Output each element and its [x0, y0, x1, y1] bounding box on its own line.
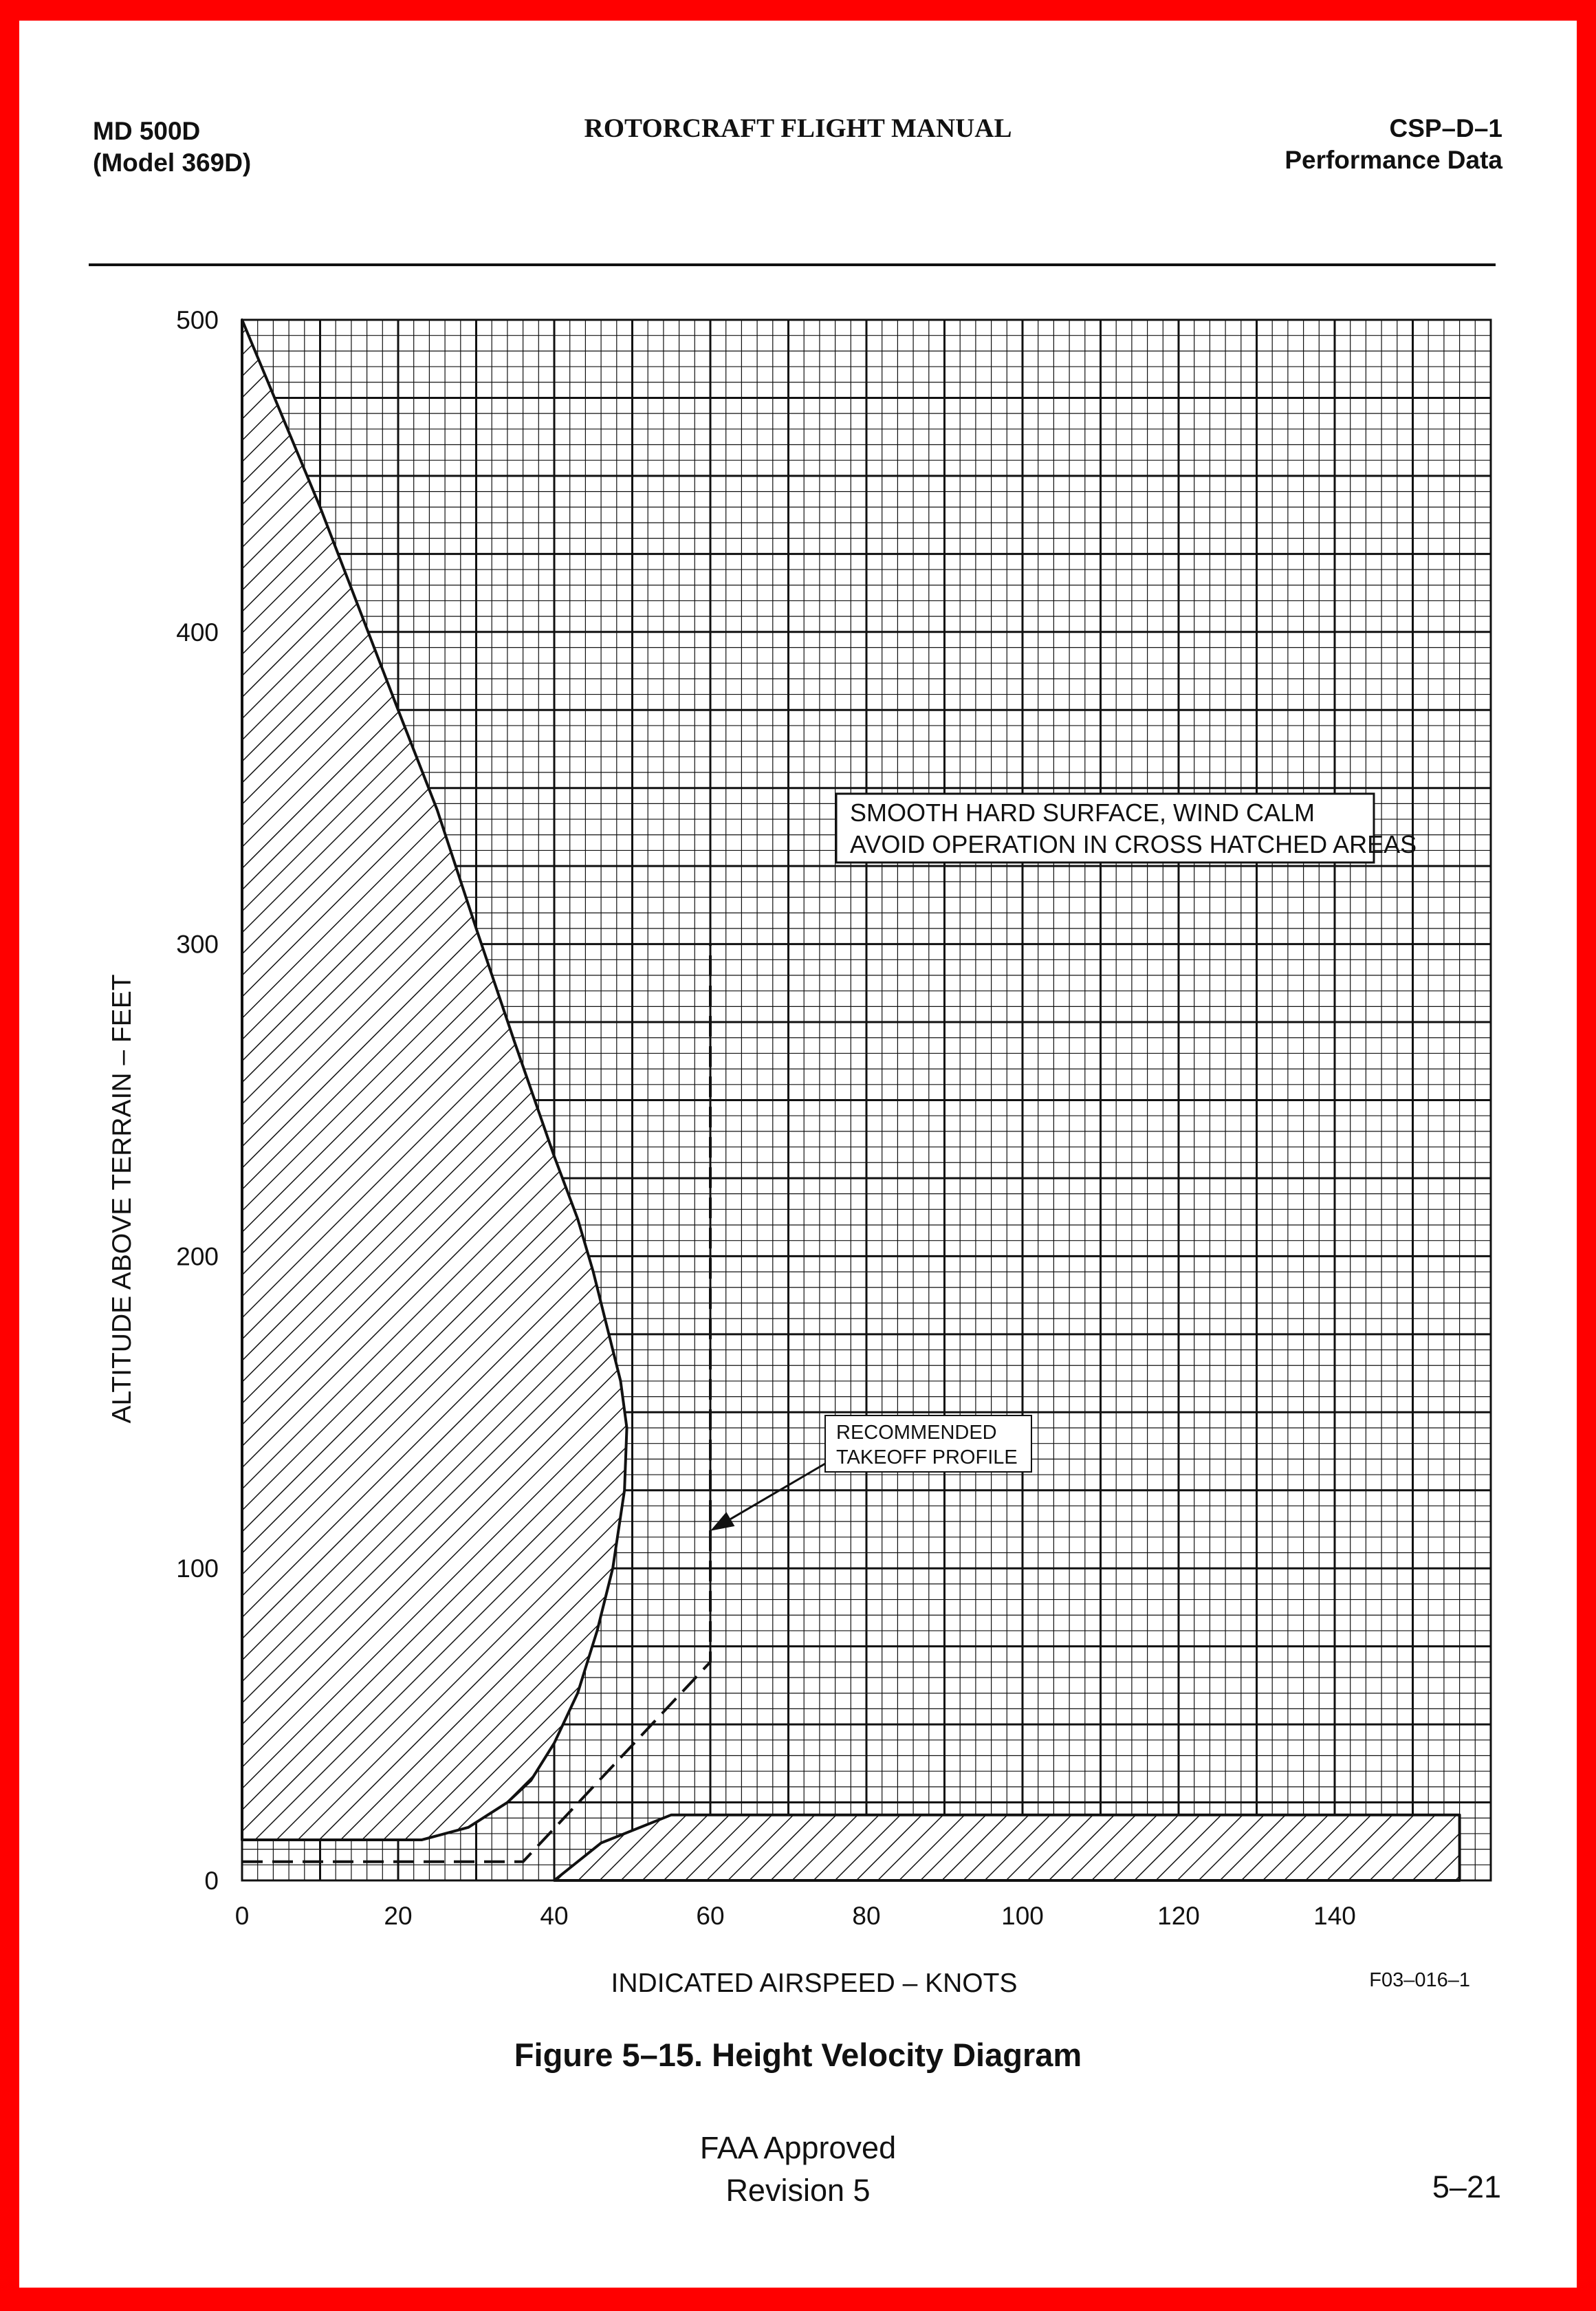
avoid-region-lower [553, 1813, 1461, 1882]
x-tick-label: 60 [696, 1902, 724, 1930]
x-tick-label: 80 [852, 1902, 880, 1930]
header-model-number: (Model 369D) [93, 149, 252, 177]
header-section-code: CSP–D–1 [1389, 114, 1502, 142]
takeoff-profile-arrowhead [710, 1512, 735, 1531]
x-axis-label: INDICATED AIRSPEED – KNOTS [611, 1968, 1018, 1998]
x-tick-label: 140 [1313, 1902, 1356, 1930]
y-tick-label: 400 [176, 618, 219, 647]
takeoff-profile-line [242, 944, 712, 1863]
conditions-note-box [835, 792, 1375, 864]
footer-faa-approved: FAA Approved [699, 2130, 897, 2165]
plot-frame [241, 318, 1492, 1882]
header-manual-title: ROTORCRAFT FLIGHT MANUAL [584, 113, 1012, 143]
takeoff-profile-callout-box [824, 1415, 1032, 1473]
y-tick-label: 500 [176, 306, 219, 334]
x-tick-label: 0 [235, 1902, 250, 1930]
x-tick-label: 20 [384, 1902, 412, 1930]
y-tick-label: 0 [204, 1867, 219, 1895]
conditions-note-line1: SMOOTH HARD SURFACE, WIND CALM [850, 799, 1315, 827]
manual-page: MD 500D (Model 369D) ROTORCRAFT FLIGHT M… [19, 21, 1577, 2288]
y-axis-label: ALTITUDE ABOVE TERRAIN – FEET [107, 974, 137, 1423]
avoid-regions [241, 318, 1461, 1882]
takeoff-profile-callout-line2: TAKEOFF PROFILE [836, 1446, 1018, 1468]
takeoff-profile [242, 944, 712, 1863]
conditions-note-line2: AVOID OPERATION IN CROSS HATCHED AREAS [850, 830, 1417, 858]
figure-caption: Figure 5–15. Height Velocity Diagram [514, 2037, 1082, 2073]
takeoff-profile-callout-line1: RECOMMENDED [836, 1422, 997, 1444]
header-model: MD 500D (Model 369D) [93, 116, 251, 179]
takeoff-profile-callout: RECOMMENDED TAKEOFF PROFILE [710, 1415, 1032, 1531]
figure-code: F03–016–1 [1369, 1969, 1470, 1991]
y-tick-label: 300 [176, 931, 219, 959]
x-tick-label: 120 [1157, 1902, 1200, 1930]
avoid-region-upper [241, 318, 628, 1842]
x-tick-label: 40 [540, 1902, 568, 1930]
conditions-note: SMOOTH HARD SURFACE, WIND CALM AVOID OPE… [835, 792, 1417, 864]
header-model-name: MD 500D [93, 117, 201, 145]
page-number: 5–21 [1432, 2169, 1501, 2204]
footer-approval: FAA Approved Revision 5 [19, 2127, 1577, 2212]
header-section-title: Performance Data [1285, 146, 1502, 174]
height-velocity-chart: 0 20 40 60 80 100 120 140 0 100 200 300 400 500 INDIC… [107, 306, 1492, 1998]
takeoff-profile-arrow [730, 1462, 826, 1520]
footer-revision: Revision 5 [725, 2173, 871, 2208]
y-tick-label: 200 [176, 1242, 219, 1270]
axis-tick-labels: 0 20 40 60 80 100 120 140 0 100 200 300 400 500 [176, 306, 1356, 1930]
x-tick-label: 100 [1001, 1902, 1044, 1930]
y-tick-label: 100 [176, 1554, 219, 1583]
header-section: CSP–D–1 Performance Data [1285, 113, 1502, 176]
header-divider [89, 263, 1496, 266]
